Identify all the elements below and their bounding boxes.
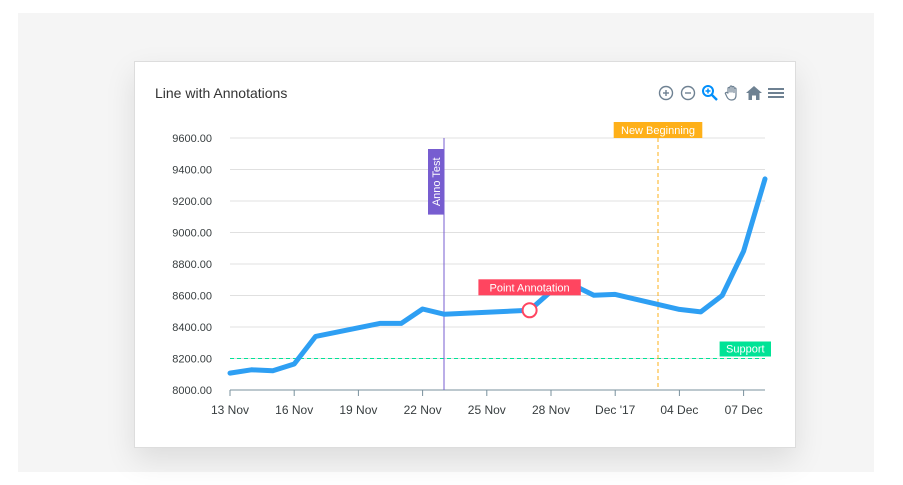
pan-hand-icon[interactable]: [723, 84, 741, 102]
x-tick-label: 13 Nov: [211, 403, 249, 417]
x-tick-label: 16 Nov: [275, 403, 313, 417]
support-annotation-label: Support: [726, 344, 765, 356]
y-tick-label: 8800.00: [172, 259, 212, 271]
support-annotation-label-bg: [719, 341, 771, 357]
chart-card: Line with Annotations: [134, 61, 796, 448]
y-tick-label: 8200.00: [172, 354, 212, 366]
y-tick-label: 9400.00: [172, 165, 212, 177]
point-annotation-label-bg: [478, 279, 581, 296]
selection-zoom-icon[interactable]: [701, 84, 719, 102]
x-tick-label: 22 Nov: [404, 403, 442, 417]
home-icon[interactable]: [745, 84, 763, 102]
new-beginning-label-bg: [613, 122, 703, 138]
menu-icon[interactable]: [767, 84, 785, 102]
y-tick-label: 8600.00: [172, 291, 212, 303]
chart-toolbar: [657, 84, 785, 102]
x-tick-label: Dec '17: [595, 403, 636, 417]
y-tick-label: 9600.00: [172, 133, 212, 145]
x-tick-label: 04 Dec: [660, 403, 698, 417]
x-tick-label: 19 Nov: [339, 403, 377, 417]
zoom-in-icon[interactable]: [657, 84, 675, 102]
y-tick-label: 8000.00: [172, 385, 212, 397]
y-tick-label: 9000.00: [172, 228, 212, 240]
page-background: Line with Annotations: [18, 13, 874, 472]
x-tick-label: 25 Nov: [468, 403, 506, 417]
point-annotation-label: Point Annotation: [490, 282, 570, 294]
series-line: [227, 176, 768, 376]
chart-title: Line with Annotations: [155, 85, 288, 101]
new-beginning-label: New Beginning: [621, 125, 695, 137]
y-tick-label: 8400.00: [172, 322, 212, 334]
line-chart: 9600.00 9400.00 9200.00 9000.00 8800.00 8600.…: [172, 122, 771, 417]
zoom-out-icon[interactable]: [679, 84, 697, 102]
anno-test-label: Anno Test: [431, 157, 443, 206]
y-tick-label: 9200.00: [172, 196, 212, 208]
x-tick-label: 07 Dec: [725, 403, 763, 417]
anno-test-label-bg: [428, 149, 444, 215]
point-annotation-marker: [521, 302, 538, 319]
x-tick-label: 28 Nov: [532, 403, 570, 417]
